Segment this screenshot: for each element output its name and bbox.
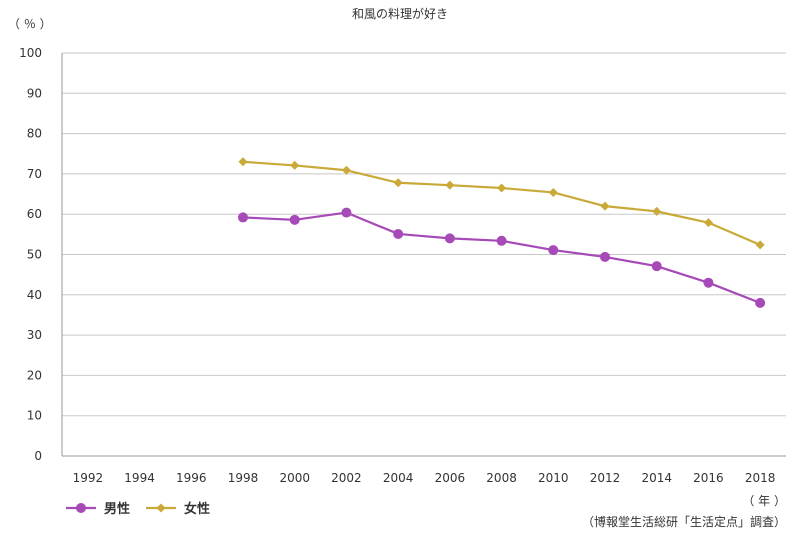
data-point-男性 bbox=[548, 245, 559, 256]
y-tick-label: 50 bbox=[27, 248, 42, 262]
data-point-女性 bbox=[703, 218, 713, 228]
y-tick-label: 90 bbox=[27, 86, 42, 100]
y-tick-label: 70 bbox=[27, 167, 42, 181]
x-tick-label: 2012 bbox=[590, 471, 621, 485]
data-point-女性 bbox=[445, 180, 455, 190]
y-tick-label: 80 bbox=[27, 127, 42, 141]
data-point-女性 bbox=[600, 201, 610, 211]
legend: 男性 女性 bbox=[66, 501, 210, 517]
source-note: （博報堂生活総研「生活定点」調査） bbox=[582, 514, 786, 529]
x-tick-label: 2010 bbox=[538, 471, 569, 485]
data-point-男性 bbox=[238, 212, 248, 223]
x-tick-label: 1992 bbox=[73, 471, 104, 485]
data-point-女性 bbox=[755, 240, 765, 250]
data-point-男性 bbox=[703, 277, 714, 288]
data-point-男性 bbox=[651, 261, 662, 272]
data-point-女性 bbox=[497, 183, 507, 193]
data-point-男性 bbox=[755, 297, 766, 308]
x-tick-label: 2002 bbox=[331, 471, 362, 485]
x-tick-label: 2004 bbox=[383, 471, 414, 485]
data-point-男性 bbox=[289, 214, 300, 225]
data-point-男性 bbox=[341, 207, 352, 218]
x-tick-label: 2006 bbox=[435, 471, 466, 485]
data-point-女性 bbox=[393, 178, 403, 188]
y-tick-label: 30 bbox=[27, 328, 42, 342]
data-point-男性 bbox=[496, 235, 507, 246]
data-point-男性 bbox=[393, 228, 404, 239]
x-tick-label: 2014 bbox=[641, 471, 672, 485]
x-tick-label: 2018 bbox=[745, 471, 776, 485]
y-tick-label: 100 bbox=[19, 46, 42, 60]
y-tick-label: 40 bbox=[27, 288, 42, 302]
x-axis-ticks: 1992 1994 1996 1998 2000 2002 2004 2006 2008 2010… bbox=[73, 471, 776, 485]
x-tick-label: 1998 bbox=[228, 471, 259, 485]
y-tick-label: 60 bbox=[27, 207, 42, 221]
x-tick-label: 1994 bbox=[124, 471, 155, 485]
series-layer bbox=[238, 157, 766, 308]
y-tick-label: 0 bbox=[34, 449, 42, 463]
x-tick-label: 2008 bbox=[486, 471, 517, 485]
y-axis-ticks: 0 10 20 30 40 50 60 70 80 90 100 bbox=[19, 46, 42, 463]
data-point-女性 bbox=[341, 165, 351, 175]
y-axis-unit-label: （ ％ ） bbox=[8, 17, 52, 31]
x-axis-unit-label: （ 年 ） bbox=[742, 494, 786, 508]
data-point-女性 bbox=[238, 157, 248, 167]
y-tick-label: 20 bbox=[27, 368, 42, 382]
data-point-男性 bbox=[444, 233, 455, 244]
legend-label-男性: 男性 bbox=[104, 501, 130, 517]
x-tick-label: 1996 bbox=[176, 471, 207, 485]
chart-title: 和風の料理が好き bbox=[352, 6, 448, 21]
x-tick-label: 2000 bbox=[279, 471, 310, 485]
x-tick-label: 2016 bbox=[693, 471, 724, 485]
data-point-女性 bbox=[652, 206, 662, 216]
legend-marker-女性 bbox=[156, 503, 166, 513]
data-point-男性 bbox=[600, 251, 610, 262]
data-point-女性 bbox=[290, 160, 300, 170]
gridlines bbox=[61, 52, 786, 457]
data-point-女性 bbox=[548, 187, 558, 197]
series-line-男性 bbox=[242, 211, 761, 304]
legend-marker-男性 bbox=[76, 503, 86, 513]
legend-label-女性: 女性 bbox=[184, 501, 210, 517]
y-tick-label: 10 bbox=[27, 409, 42, 423]
